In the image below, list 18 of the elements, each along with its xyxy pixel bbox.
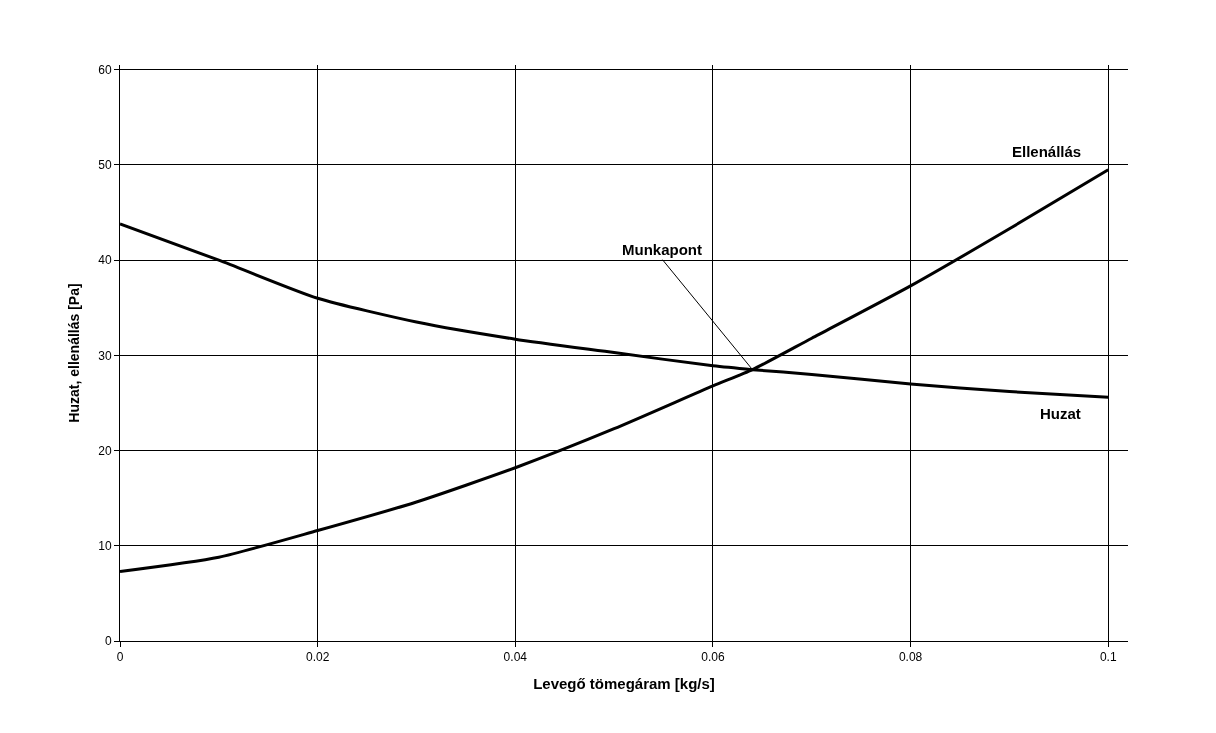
y-tick-label: 30 [98, 348, 112, 363]
series-label: Huzat [1040, 405, 1081, 422]
x-tick-label: 0.1 [1099, 650, 1117, 665]
x-tick-label: 0.04 [503, 650, 528, 665]
x-tick-label: 0.02 [305, 650, 330, 665]
annotation: Munkapont [622, 241, 702, 258]
x-axis-title: Levegő tömegáram [kg/s] [533, 675, 715, 693]
series-label: Ellenállás [1012, 143, 1082, 160]
x-tick-label: 0.08 [898, 650, 923, 665]
x-tick-label: 0.06 [701, 650, 725, 665]
y-tick-label: 20 [98, 443, 112, 458]
y-tick-label: 10 [98, 538, 112, 553]
x-tick-label: 0 [116, 650, 124, 665]
y-axis-title: Huzat, ellenállás [Pa] [65, 283, 82, 423]
y-tick-label: 60 [98, 62, 112, 77]
y-tick-label: 50 [98, 158, 112, 173]
y-tick-label: 0 [104, 634, 112, 649]
y-tick-label: 40 [98, 253, 112, 268]
